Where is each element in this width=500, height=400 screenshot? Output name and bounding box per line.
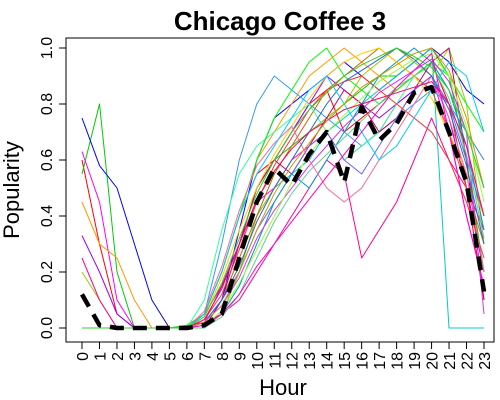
x-tick-label: 3 xyxy=(127,352,144,361)
series-line-25 xyxy=(82,62,484,328)
x-tick-label: 23 xyxy=(477,352,494,370)
x-tick-label: 13 xyxy=(302,352,319,370)
x-tick-label: 2 xyxy=(110,352,127,361)
x-tick-label: 6 xyxy=(180,352,197,361)
series-line-4 xyxy=(82,76,484,328)
x-tick-label: 0 xyxy=(75,352,92,361)
x-tick-label: 22 xyxy=(460,352,477,370)
x-tick-label: 19 xyxy=(407,352,424,370)
x-tick-label: 16 xyxy=(355,352,372,370)
x-tick-label: 10 xyxy=(250,352,267,370)
y-axis: 0.0 0.2 0.4 0.6 0.8 1.0 xyxy=(39,37,66,339)
series-line-14 xyxy=(82,76,484,328)
x-tick-label: 5 xyxy=(162,352,179,361)
series-line-27 xyxy=(82,54,484,328)
x-tick-label: 15 xyxy=(337,352,354,370)
x-axis-label: Hour xyxy=(259,375,307,400)
series-line-17 xyxy=(82,48,484,328)
y-tick-label: 1.0 xyxy=(39,37,56,59)
chart-title: Chicago Coffee 3 xyxy=(174,6,386,36)
x-tick-label: 4 xyxy=(145,352,162,361)
x-tick-label: 7 xyxy=(197,352,214,361)
series-line-10 xyxy=(82,76,484,328)
x-axis: 0 1 2 3 4 5 6 7 8 9 10 11 12 13 14 15 16 17 18 19 20 21 22 23 xyxy=(75,342,494,370)
x-tick-label: 9 xyxy=(232,352,249,361)
y-tick-label: 0.2 xyxy=(39,261,56,283)
series-line-9 xyxy=(82,118,484,328)
y-tick-label: 0.8 xyxy=(39,93,56,115)
x-tick-label: 17 xyxy=(372,352,389,370)
x-tick-label: 20 xyxy=(425,352,442,370)
series-lines xyxy=(82,48,484,328)
series-line-7 xyxy=(82,76,484,328)
y-tick-label: 0.4 xyxy=(39,205,56,227)
x-tick-label: 11 xyxy=(267,352,284,369)
y-tick-label: 0.6 xyxy=(39,149,56,171)
x-tick-label: 18 xyxy=(390,352,407,370)
series-line-21 xyxy=(82,76,484,328)
x-tick-label: 8 xyxy=(215,352,232,361)
x-tick-label: 21 xyxy=(442,352,459,370)
x-tick-label: 1 xyxy=(93,352,110,361)
x-tick-label: 14 xyxy=(320,352,337,370)
y-axis-label: Popularity xyxy=(0,141,24,239)
x-tick-label: 12 xyxy=(285,352,302,370)
y-tick-label: 0.0 xyxy=(39,317,56,339)
series-line-16 xyxy=(82,76,484,328)
plot-frame xyxy=(66,38,494,342)
series-line-19 xyxy=(82,59,484,328)
series-line-23 xyxy=(82,54,484,328)
